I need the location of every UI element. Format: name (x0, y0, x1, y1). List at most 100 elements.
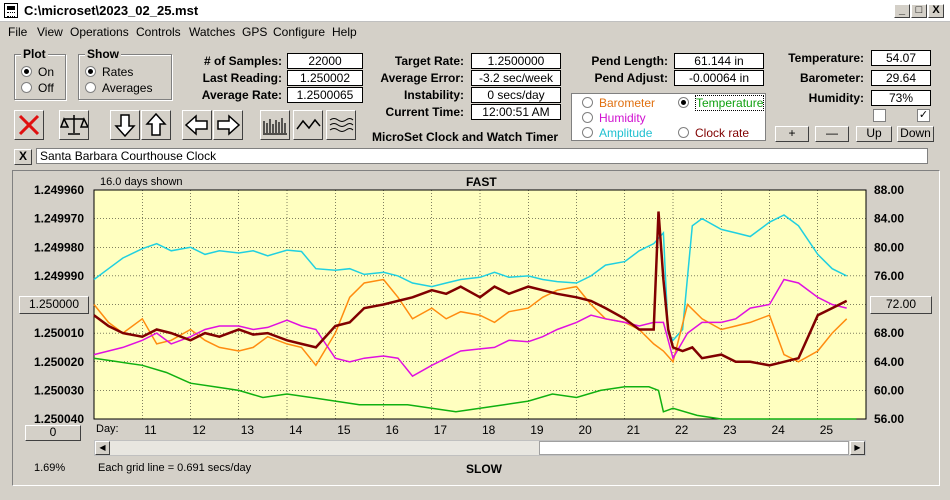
clock-rate-option: Clock rate (695, 126, 750, 140)
plot-off-radio[interactable]: Off (21, 81, 54, 95)
balance-button[interactable] (59, 110, 90, 140)
amplitude-option: Amplitude (599, 126, 653, 140)
y-left-tick-label: 1.250020 (34, 355, 84, 369)
y-left-tick-label: 1.249980 (34, 240, 84, 254)
x-tick-label: 17 (434, 423, 448, 437)
y-left-tick-label: 1.249960 (34, 183, 84, 197)
arrow-right-button[interactable] (213, 110, 243, 140)
barometer-value: 29.64 (871, 70, 931, 86)
scroll-left-icon[interactable]: ◀ (95, 441, 110, 455)
line-graph-icon (296, 118, 321, 130)
red-x-icon (18, 114, 40, 136)
sensor-select-panel: Barometer Temperature Humidity Amplitude… (571, 93, 766, 141)
x-tick-label: 11 (144, 423, 157, 437)
menu-watches[interactable]: Watches (189, 25, 236, 39)
bar-graph-icon (263, 118, 287, 135)
x-tick-label: 22 (675, 423, 689, 437)
plus-button[interactable]: + (775, 126, 809, 142)
barometer-radio[interactable]: Barometer (582, 96, 655, 110)
arrow-left-icon (184, 114, 208, 136)
app-name: MicroSet Clock and Watch Timer (372, 130, 559, 144)
y-right-tick-label: 88.00 (874, 183, 904, 197)
y-left-tick-label: 1.249990 (34, 269, 84, 283)
y-left-tick-label: 1.250030 (34, 383, 84, 397)
series-line (93, 278, 848, 367)
menu-controls[interactable]: Controls (136, 25, 181, 39)
scroll-right-icon[interactable]: ▶ (850, 441, 865, 455)
scroll-thumb[interactable] (539, 441, 849, 455)
instability-label: Instability: (403, 88, 464, 102)
x-tick-label: 16 (386, 423, 400, 437)
pend-length-label: Pend Length: (591, 54, 668, 68)
humidity-label: Humidity: (808, 91, 864, 105)
show-rates-radio[interactable]: Rates (85, 65, 133, 79)
menu-configure[interactable]: Configure (273, 25, 326, 39)
amplitude-radio[interactable]: Amplitude (582, 126, 652, 140)
arrow-down-icon (114, 114, 136, 138)
show-averages-radio[interactable]: Averages (85, 81, 152, 95)
wave-graph-button[interactable] (326, 110, 356, 140)
horizontal-scrollbar[interactable]: ◀ ▶ (94, 440, 866, 456)
x-tick-label: 13 (241, 423, 255, 437)
maximize-button[interactable]: □ (911, 4, 927, 18)
app-icon (4, 3, 18, 18)
zero-button[interactable]: 0 (25, 425, 81, 441)
arrow-right-icon (217, 114, 241, 136)
minus-button[interactable]: — (815, 126, 849, 142)
days-shown-label: 16.0 days shown (100, 176, 183, 188)
menu-help[interactable]: Help (332, 25, 357, 39)
menu-file[interactable]: File (8, 25, 28, 39)
graph-frame (12, 170, 940, 486)
slow-label: SLOW (466, 462, 502, 476)
bar-graph-button[interactable] (260, 110, 290, 140)
title-bar: C:\microset\2023_02_25.mst _ □ X (0, 0, 950, 22)
average-rate-label: Average Rate: (201, 88, 282, 102)
series-line (93, 357, 857, 420)
y-right-tick-label: 68.00 (874, 326, 904, 340)
barometer-option: Barometer (599, 96, 656, 110)
temperature-radio[interactable]: Temperature (678, 95, 765, 111)
line-graph-button[interactable] (293, 110, 323, 140)
target-rate-value: 1.2500000 (471, 53, 561, 69)
menu-bar: File View Operations Controls Watches GP… (0, 23, 950, 41)
watch-name-field[interactable]: Santa Barbara Courthouse Clock (36, 148, 928, 164)
menu-operations[interactable]: Operations (70, 25, 129, 39)
arrow-down-button[interactable] (110, 110, 140, 140)
current-time-value: 12:00:51 AM (471, 104, 561, 120)
up-button[interactable]: Up (856, 126, 892, 142)
wave-graph-icon (329, 118, 354, 132)
arrow-up-icon (145, 112, 167, 136)
x-tick-label: 21 (627, 423, 641, 437)
right-axis-value-button[interactable]: 72.00 (870, 296, 932, 314)
show-averages-label: Averages (102, 81, 153, 95)
y-left-tick-label: 1.249970 (34, 212, 84, 226)
checkbox-right[interactable]: ✓ (917, 109, 930, 122)
radio-empty-icon (582, 97, 593, 108)
menu-gps[interactable]: GPS (242, 25, 268, 39)
target-rate-label: Target Rate: (394, 54, 464, 68)
series-line (93, 214, 848, 342)
down-button[interactable]: Down (897, 126, 934, 142)
menu-view[interactable]: View (37, 25, 63, 39)
data-series (93, 211, 857, 420)
clock-rate-radio[interactable]: Clock rate (678, 126, 749, 140)
minimize-button[interactable]: _ (894, 4, 910, 18)
radio-empty-icon (21, 82, 32, 93)
arrow-left-button[interactable] (182, 110, 212, 140)
plot-on-radio[interactable]: On (21, 65, 54, 79)
humidity-radio[interactable]: Humidity (582, 111, 646, 125)
close-button[interactable]: X (928, 4, 944, 18)
y-right-tick-label: 80.00 (874, 240, 904, 254)
x-tick-label: 19 (530, 423, 544, 437)
y-left-tick-label: 1.250040 (34, 412, 84, 426)
humidity-value: 73% (871, 90, 931, 106)
radio-empty-icon (678, 127, 689, 138)
center-rate-button[interactable]: 1.250000 (19, 296, 89, 314)
arrow-up-button[interactable] (141, 110, 171, 140)
y-right-tick-label: 56.00 (874, 412, 904, 426)
checkbox-left[interactable] (873, 109, 886, 122)
clear-button[interactable] (14, 110, 44, 140)
watch-close-button[interactable]: X (14, 149, 32, 165)
axis-labels: 1.249960 88.00 1.249970 84.00 1.249980 80.00 1… (34, 183, 904, 437)
